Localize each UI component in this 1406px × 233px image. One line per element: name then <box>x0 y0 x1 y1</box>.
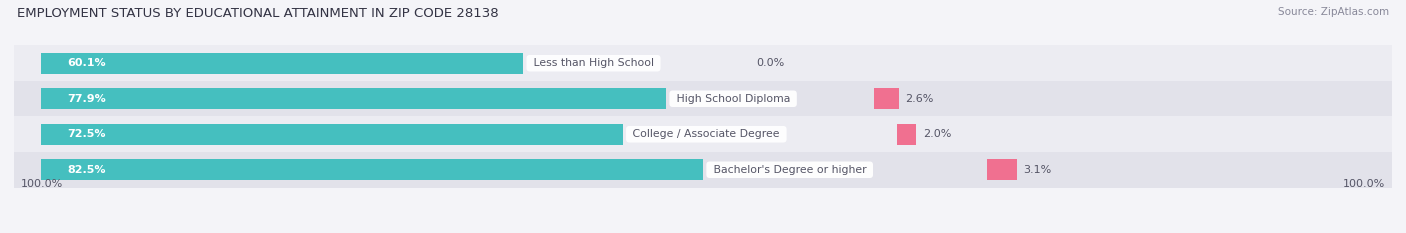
Text: College / Associate Degree: College / Associate Degree <box>630 129 783 139</box>
Text: 82.5%: 82.5% <box>67 165 105 175</box>
Text: 100.0%: 100.0% <box>21 179 63 189</box>
Text: 0.0%: 0.0% <box>756 58 785 68</box>
Bar <box>41 88 666 110</box>
Bar <box>987 159 1017 180</box>
Text: Less than High School: Less than High School <box>530 58 657 68</box>
Text: 72.5%: 72.5% <box>67 129 105 139</box>
Bar <box>14 116 1392 152</box>
Text: 77.9%: 77.9% <box>67 94 105 104</box>
Bar <box>14 152 1392 188</box>
Bar <box>41 123 623 145</box>
Text: 3.1%: 3.1% <box>1024 165 1052 175</box>
Bar <box>41 159 703 180</box>
Text: High School Diploma: High School Diploma <box>672 94 793 104</box>
Bar <box>14 45 1392 81</box>
Text: 60.1%: 60.1% <box>67 58 105 68</box>
Text: 2.0%: 2.0% <box>924 129 952 139</box>
Bar <box>897 123 917 145</box>
Text: Bachelor's Degree or higher: Bachelor's Degree or higher <box>710 165 870 175</box>
Text: 2.6%: 2.6% <box>905 94 934 104</box>
Bar <box>873 88 898 110</box>
Text: 100.0%: 100.0% <box>1343 179 1385 189</box>
Bar <box>41 53 523 74</box>
Bar <box>14 81 1392 116</box>
Text: EMPLOYMENT STATUS BY EDUCATIONAL ATTAINMENT IN ZIP CODE 28138: EMPLOYMENT STATUS BY EDUCATIONAL ATTAINM… <box>17 7 499 20</box>
Text: Source: ZipAtlas.com: Source: ZipAtlas.com <box>1278 7 1389 17</box>
